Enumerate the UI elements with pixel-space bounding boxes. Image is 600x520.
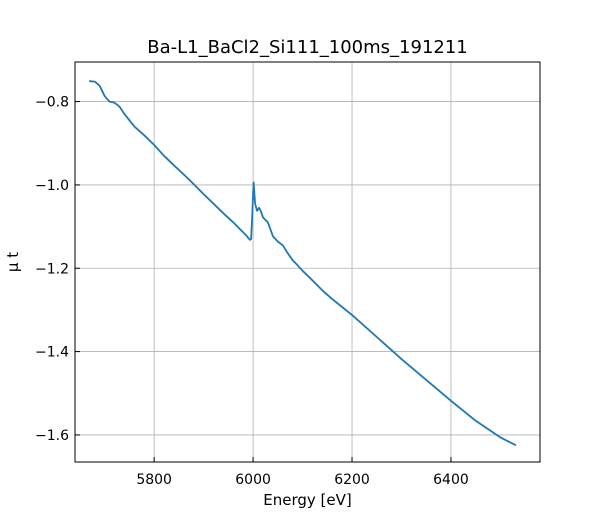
y-tick-label: −1.2 <box>35 261 69 277</box>
x-axis-label: Energy [eV] <box>263 491 351 509</box>
grid-lines <box>75 62 540 462</box>
y-tick-label: −1.6 <box>35 428 69 444</box>
data-series <box>88 80 517 446</box>
x-tick-label: 6200 <box>334 472 370 488</box>
plot-frame <box>74 61 541 463</box>
axis-ticks: 5800 6000 6200 6400 −0.8 −1.0 −1.2 −1.4 −1.6 <box>35 95 469 488</box>
y-tick-label: −0.8 <box>35 95 69 111</box>
chart-title: Ba-L1_BaCl2_Si111_100ms_191211 <box>147 37 468 58</box>
x-tick-label: 6400 <box>433 472 469 488</box>
series-line <box>88 80 517 446</box>
y-axis-label: μ t <box>4 252 22 272</box>
y-tick-label: −1.0 <box>35 178 69 194</box>
x-tick-label: 6000 <box>235 472 271 488</box>
x-tick-label: 5800 <box>136 472 172 488</box>
y-tick-label: −1.4 <box>35 345 69 361</box>
